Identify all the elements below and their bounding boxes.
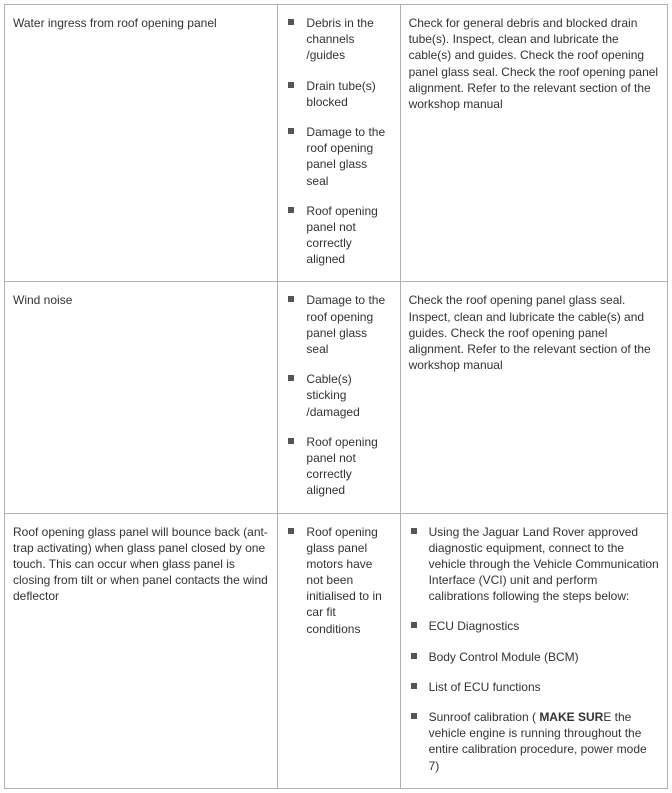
action-list: Using the Jaguar Land Rover approved dia… [409,524,659,778]
causes-cell: Damage to the roof opening panel glass s… [278,282,400,513]
action-text: Check the roof opening panel glass seal.… [409,292,659,373]
action-cell: Check the roof opening panel glass seal.… [400,282,667,513]
action-cell: Check for general debris and blocked dra… [400,5,667,282]
causes-list: Damage to the roof opening panel glass s… [286,292,391,502]
list-item: Cable(s) sticking /damaged [302,371,391,434]
action-item-pre: Sunroof calibration ( [429,710,540,724]
causes-list: Debris in the channels /guides Drain tub… [286,15,391,271]
symptom-cell: Roof opening glass panel will bounce bac… [5,513,278,788]
causes-cell: Roof opening glass panel motors have not… [278,513,400,788]
list-item: Using the Jaguar Land Rover approved dia… [425,524,659,619]
list-item: Body Control Module (BCM) [425,649,659,679]
list-item: Roof opening panel not correctly aligned [302,203,391,272]
symptom-text: Wind noise [13,292,269,308]
symptom-cell: Wind noise [5,282,278,513]
diagnostic-table: Water ingress from roof opening panel De… [4,4,668,789]
action-text: Check for general debris and blocked dra… [409,15,659,112]
list-item: Damage to the roof opening panel glass s… [302,292,391,371]
list-item: Debris in the channels /guides [302,15,391,78]
table-row: Water ingress from roof opening panel De… [5,5,668,282]
list-item: Drain tube(s) blocked [302,78,391,124]
list-item: Sunroof calibration ( MAKE SURE the vehi… [425,709,659,778]
symptom-text: Water ingress from roof opening panel [13,15,269,31]
list-item: Damage to the roof opening panel glass s… [302,124,391,203]
list-item: Roof opening glass panel motors have not… [302,524,391,641]
symptom-cell: Water ingress from roof opening panel [5,5,278,282]
table-row: Roof opening glass panel will bounce bac… [5,513,668,788]
action-item-bold: MAKE SUR [539,710,603,724]
table-row: Wind noise Damage to the roof opening pa… [5,282,668,513]
action-cell: Using the Jaguar Land Rover approved dia… [400,513,667,788]
causes-cell: Debris in the channels /guides Drain tub… [278,5,400,282]
list-item: Roof opening panel not correctly aligned [302,434,391,503]
causes-list: Roof opening glass panel motors have not… [286,524,391,641]
symptom-text: Roof opening glass panel will bounce bac… [13,524,269,605]
list-item: List of ECU functions [425,679,659,709]
list-item: ECU Diagnostics [425,618,659,648]
